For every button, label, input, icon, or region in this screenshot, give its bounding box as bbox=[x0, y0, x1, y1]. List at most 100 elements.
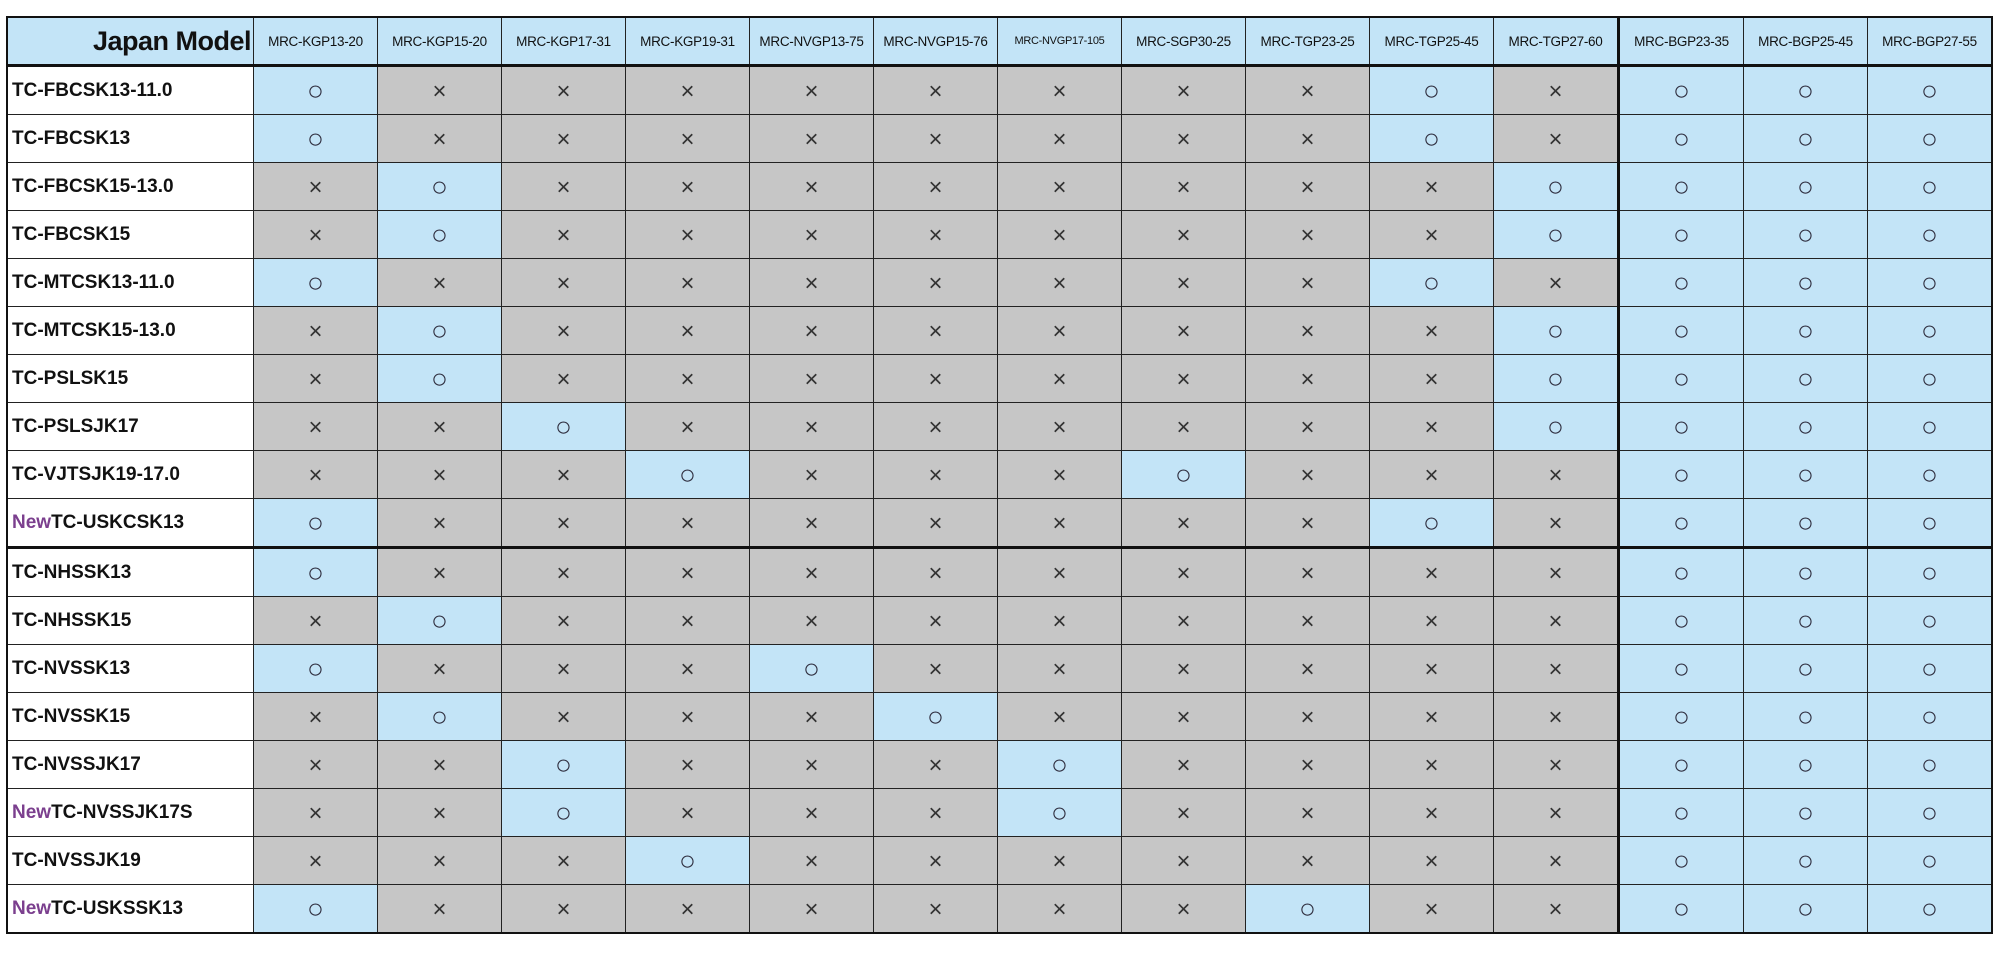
incompatible-cell: × bbox=[1245, 354, 1370, 403]
compatible-cell: ○ bbox=[1743, 884, 1868, 934]
incompatible-cell: × bbox=[1121, 788, 1246, 837]
compatible-cell: ○ bbox=[1867, 258, 1993, 307]
column-header: MRC-TGP23-25 bbox=[1245, 16, 1370, 66]
circle-icon: ○ bbox=[1673, 362, 1690, 394]
model-name: TC-NVSSK13 bbox=[12, 657, 131, 679]
incompatible-cell: × bbox=[749, 402, 874, 451]
cross-icon: × bbox=[432, 560, 447, 587]
cross-icon: × bbox=[308, 414, 323, 441]
cross-icon: × bbox=[1548, 462, 1563, 489]
incompatible-cell: × bbox=[1121, 644, 1246, 693]
cross-icon: × bbox=[1548, 800, 1563, 827]
model-name: TC-FBCSK15 bbox=[12, 223, 131, 245]
cross-icon: × bbox=[1052, 656, 1067, 683]
incompatible-cell: × bbox=[625, 644, 750, 693]
incompatible-cell: × bbox=[873, 836, 998, 885]
incompatible-cell: × bbox=[1493, 114, 1620, 163]
cross-icon: × bbox=[1176, 174, 1191, 201]
incompatible-cell: × bbox=[625, 258, 750, 307]
compatible-cell: ○ bbox=[253, 644, 378, 693]
compatible-cell: ○ bbox=[377, 354, 502, 403]
circle-icon: ○ bbox=[555, 410, 572, 442]
cross-icon: × bbox=[1052, 78, 1067, 105]
column-header: MRC-KGP15-20 bbox=[377, 16, 502, 66]
incompatible-cell: × bbox=[1493, 740, 1620, 789]
circle-icon: ○ bbox=[1051, 796, 1068, 828]
cross-icon: × bbox=[556, 848, 571, 875]
cross-icon: × bbox=[432, 78, 447, 105]
incompatible-cell: × bbox=[997, 884, 1122, 934]
incompatible-cell: × bbox=[1121, 740, 1246, 789]
model-name: TC-NHSSK13 bbox=[12, 561, 132, 583]
incompatible-cell: × bbox=[997, 644, 1122, 693]
compatible-cell: ○ bbox=[1867, 884, 1993, 934]
circle-icon: ○ bbox=[1921, 844, 1938, 876]
incompatible-cell: × bbox=[749, 354, 874, 403]
compatible-cell: ○ bbox=[1369, 498, 1494, 548]
compatible-cell: ○ bbox=[1245, 884, 1370, 934]
cross-icon: × bbox=[308, 752, 323, 779]
cross-icon: × bbox=[804, 366, 819, 393]
compatible-cell: ○ bbox=[1743, 644, 1868, 693]
incompatible-cell: × bbox=[501, 354, 626, 403]
compatible-cell: ○ bbox=[1618, 162, 1744, 211]
incompatible-cell: × bbox=[625, 114, 750, 163]
model-name: TC-NVSSJK17S bbox=[51, 801, 193, 823]
incompatible-cell: × bbox=[1369, 644, 1494, 693]
cross-icon: × bbox=[1424, 800, 1439, 827]
cross-icon: × bbox=[1424, 560, 1439, 587]
cross-icon: × bbox=[680, 366, 695, 393]
incompatible-cell: × bbox=[501, 546, 626, 597]
cross-icon: × bbox=[1424, 704, 1439, 731]
cross-icon: × bbox=[928, 656, 943, 683]
table-row: TC-NHSSK15 × ○ × × × × × × × × × ○ ○ ○ bbox=[6, 596, 1993, 645]
cross-icon: × bbox=[804, 174, 819, 201]
cross-icon: × bbox=[680, 704, 695, 731]
model-name: TC-FBCSK13 bbox=[12, 127, 131, 149]
incompatible-cell: × bbox=[749, 498, 874, 548]
cross-icon: × bbox=[1424, 222, 1439, 249]
cross-icon: × bbox=[556, 270, 571, 297]
circle-icon: ○ bbox=[1797, 506, 1814, 538]
circle-icon: ○ bbox=[1921, 266, 1938, 298]
table-row: NewTC-NVSSJK17S × × ○ × × × ○ × × × × ○ ○ ○ bbox=[6, 788, 1993, 837]
incompatible-cell: × bbox=[253, 836, 378, 885]
incompatible-cell: × bbox=[377, 884, 502, 934]
circle-icon: ○ bbox=[555, 796, 572, 828]
circle-icon: ○ bbox=[1673, 844, 1690, 876]
circle-icon: ○ bbox=[1673, 314, 1690, 346]
circle-icon: ○ bbox=[1423, 266, 1440, 298]
table-row: TC-NVSSK13 ○ × × × ○ × × × × × × ○ ○ ○ bbox=[6, 644, 1993, 693]
incompatible-cell: × bbox=[1245, 836, 1370, 885]
cross-icon: × bbox=[1052, 560, 1067, 587]
model-label: TC-MTCSK13-11.0 bbox=[6, 258, 254, 307]
cross-icon: × bbox=[1176, 656, 1191, 683]
cross-icon: × bbox=[1052, 174, 1067, 201]
cross-icon: × bbox=[928, 608, 943, 635]
incompatible-cell: × bbox=[749, 692, 874, 741]
incompatible-cell: × bbox=[1121, 114, 1246, 163]
incompatible-cell: × bbox=[997, 450, 1122, 499]
cross-icon: × bbox=[1176, 126, 1191, 153]
compatible-cell: ○ bbox=[1867, 354, 1993, 403]
model-name: TC-VJTSJK19-17.0 bbox=[12, 463, 180, 485]
incompatible-cell: × bbox=[501, 258, 626, 307]
column-header: MRC-BGP27-55 bbox=[1867, 16, 1993, 66]
incompatible-cell: × bbox=[377, 402, 502, 451]
cross-icon: × bbox=[928, 126, 943, 153]
compatible-cell: ○ bbox=[253, 114, 378, 163]
cross-icon: × bbox=[1548, 270, 1563, 297]
incompatible-cell: × bbox=[253, 740, 378, 789]
compatible-cell: ○ bbox=[1743, 692, 1868, 741]
model-name: TC-NVSSK15 bbox=[12, 705, 131, 727]
incompatible-cell: × bbox=[501, 884, 626, 934]
cross-icon: × bbox=[556, 656, 571, 683]
circle-icon: ○ bbox=[1921, 892, 1938, 924]
cross-icon: × bbox=[1300, 608, 1315, 635]
table-row: TC-PSLSK15 × ○ × × × × × × × × ○ ○ ○ ○ bbox=[6, 354, 1993, 403]
compatible-cell: ○ bbox=[1743, 740, 1868, 789]
cross-icon: × bbox=[1300, 848, 1315, 875]
cross-icon: × bbox=[556, 704, 571, 731]
cross-icon: × bbox=[804, 270, 819, 297]
incompatible-cell: × bbox=[1245, 402, 1370, 451]
